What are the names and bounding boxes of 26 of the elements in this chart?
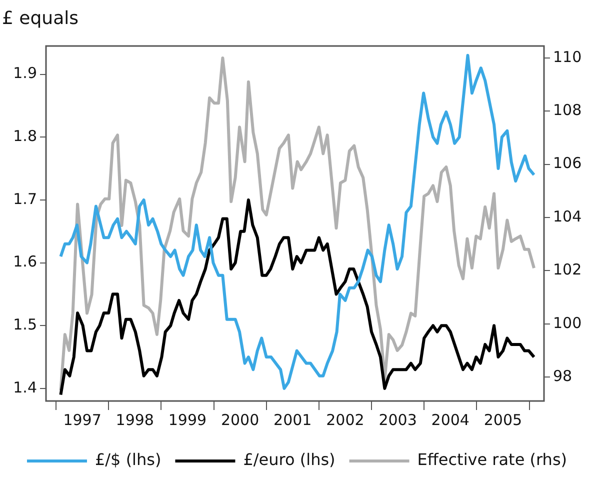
x-tick-label: 1998 bbox=[116, 410, 154, 429]
y2-tick-label: 110 bbox=[553, 48, 582, 66]
y2-tick-label: 102 bbox=[553, 260, 582, 279]
y-tick-label: 1.8 bbox=[13, 126, 37, 145]
y-tick-label: 1.9 bbox=[13, 64, 37, 82]
y2-tick-label: 98 bbox=[553, 366, 572, 385]
x-tick-label: 2001 bbox=[274, 410, 312, 429]
x-tick-label: 2004 bbox=[431, 410, 470, 429]
x-tick-label: 1997 bbox=[63, 410, 102, 429]
x-tick-label: 2005 bbox=[484, 410, 522, 429]
y2-tick-label: 100 bbox=[553, 314, 582, 332]
x-tick-label: 2000 bbox=[220, 410, 260, 429]
y2-tick-label: 104 bbox=[553, 207, 582, 226]
x-tick-label: 1999 bbox=[168, 410, 207, 429]
y-tick-label: 1.6 bbox=[13, 252, 37, 271]
y-axis-title: £ equals bbox=[2, 8, 78, 29]
y-tick-label: 1.7 bbox=[13, 190, 37, 208]
legend-label: Effective rate (rhs) bbox=[417, 450, 568, 470]
y-tick-label: 1.4 bbox=[13, 378, 37, 396]
x-tick-label: 2003 bbox=[378, 410, 417, 429]
y-tick-label: 1.5 bbox=[13, 315, 37, 334]
legend-label: £/euro (lhs) bbox=[243, 450, 336, 470]
y2-tick-label: 106 bbox=[553, 154, 582, 172]
x-tick-label: 2002 bbox=[326, 410, 364, 429]
y2-tick-label: 108 bbox=[553, 101, 582, 120]
legend-label: £/$ (lhs) bbox=[94, 450, 162, 470]
